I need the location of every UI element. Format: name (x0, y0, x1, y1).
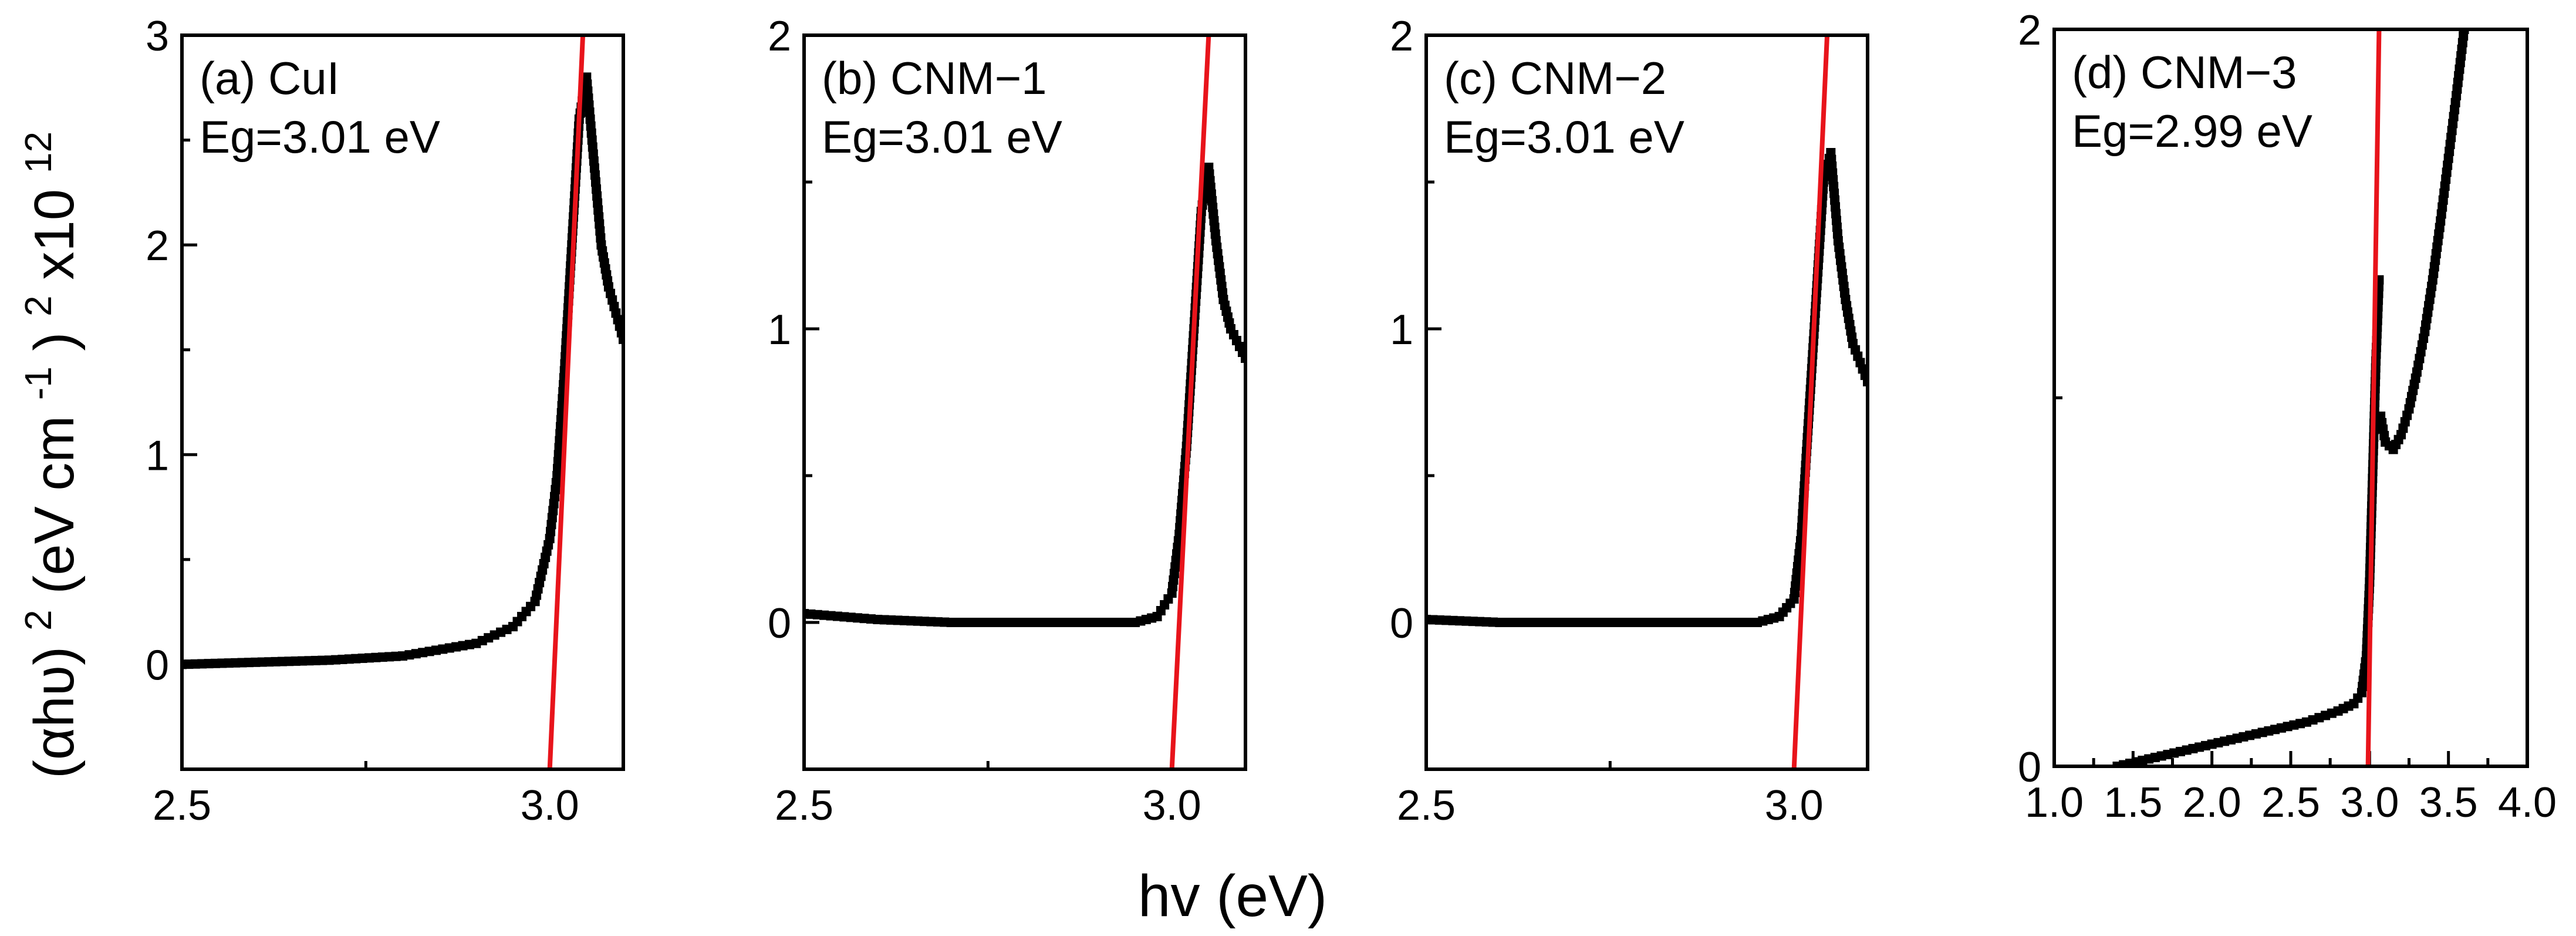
band-gap-label: Eg=3.01 eV (200, 111, 440, 163)
fit-line (547, 35, 586, 769)
plot-area (2112, 29, 2469, 766)
data-point (616, 328, 623, 338)
fit-line (1791, 35, 1830, 769)
y-tick-label: 2 (1390, 13, 1413, 60)
data-point (1241, 353, 1245, 363)
y-axis-label-prefix: (αhυ) (23, 647, 86, 779)
plot-frame (2052, 28, 2529, 768)
x-tick-label: 3.5 (2419, 779, 2478, 826)
plot-area (1426, 35, 1868, 769)
y-tick-label: 0 (146, 642, 169, 689)
x-tick-label: 4.0 (2498, 779, 2557, 826)
y-tick-label: 2 (146, 223, 169, 270)
band-gap-label: Eg=2.99 eV (2072, 105, 2312, 157)
data-series-1 (2112, 275, 2384, 766)
panel-label: (a) CuI (200, 52, 339, 104)
y-tick-label: 0 (768, 600, 791, 647)
plot-frame (802, 33, 1247, 771)
y-axis-label-exp4: 12 (17, 132, 59, 173)
x-tick-label: 3.0 (1765, 782, 1824, 829)
y-tick-label: 2 (768, 13, 791, 60)
panel-label: (b) CNM−1 (822, 52, 1047, 104)
x-tick-label: 2.5 (775, 782, 833, 829)
x-tick-label: 1.5 (2104, 779, 2162, 826)
x-tick-label: 3.0 (1143, 782, 1201, 829)
y-tick-label: 0 (2018, 744, 2041, 791)
y-tick-label: 1 (146, 432, 169, 479)
data-point (1863, 377, 1868, 386)
y-axis-label-units-b: ) (23, 332, 86, 351)
y-axis-label-mult: x10 (23, 189, 86, 280)
x-tick-label: 3.0 (2340, 779, 2399, 826)
band-gap-label: Eg=3.01 eV (1444, 111, 1684, 163)
x-tick-label: 2.0 (2183, 779, 2241, 826)
x-tick-label: 2.5 (153, 782, 211, 829)
y-axis-label-units-a: (eV cm (23, 416, 86, 594)
x-axis-label: hv (eV) (1138, 863, 1327, 929)
y-axis-label-exp1: 2 (17, 610, 59, 631)
panel-3: 2.5 3.0 0 1 2 (c) CNM−2 Eg=3.01 eV (1390, 13, 1869, 829)
data-point (619, 334, 623, 344)
y-tick-label: 2 (2018, 7, 2041, 54)
x-tick-label: 2.5 (1397, 782, 1456, 829)
y-tick-label: 1 (768, 307, 791, 353)
data-point (2459, 29, 2469, 34)
y-tick-label: 1 (1390, 307, 1413, 353)
panel-label: (d) CNM−3 (2072, 46, 2297, 98)
panel-2: 2.5 3.0 0 1 2 (b) CNM−1 Eg=3.01 eV (768, 13, 1247, 829)
y-axis-label-exp2: -1 (17, 366, 59, 400)
x-tick-label: 2.5 (2261, 779, 2320, 826)
plot-area (804, 35, 1245, 769)
fit-line (2365, 29, 2382, 766)
panel-4: 1.0 1.5 2.0 2.5 3.0 3.5 4.0 0 2 (d) CNM−3 Eg=2.99 … (2018, 7, 2557, 826)
data-point (2119, 760, 2129, 766)
y-axis-label: (αhυ) 2 (eV cm -1 ) 2 x10 12 (1, 132, 86, 779)
y-axis-label-exp3: 2 (17, 295, 59, 317)
plot-frame (180, 33, 625, 771)
panel-label: (c) CNM−2 (1444, 52, 1666, 104)
y-tick-label: 0 (1390, 600, 1413, 647)
band-gap-label: Eg=3.01 eV (822, 111, 1062, 163)
y-tick-label: 3 (146, 13, 169, 60)
data-point (2112, 762, 2122, 766)
panels: 2.5 3.0 0 1 2 3 (a) CuI Eg=3.01 eV 2.5 3.0 0 1 2 (b) … (146, 7, 2557, 829)
panel-1: 2.5 3.0 0 1 2 3 (a) CuI Eg=3.01 eV (146, 13, 625, 829)
fit-line (1169, 35, 1211, 769)
data-series-2 (2376, 29, 2469, 454)
plot-area (182, 35, 623, 769)
x-tick-label: 1.0 (2025, 779, 2084, 826)
x-tick-label: 3.0 (521, 782, 579, 829)
plot-frame (1424, 33, 1869, 771)
